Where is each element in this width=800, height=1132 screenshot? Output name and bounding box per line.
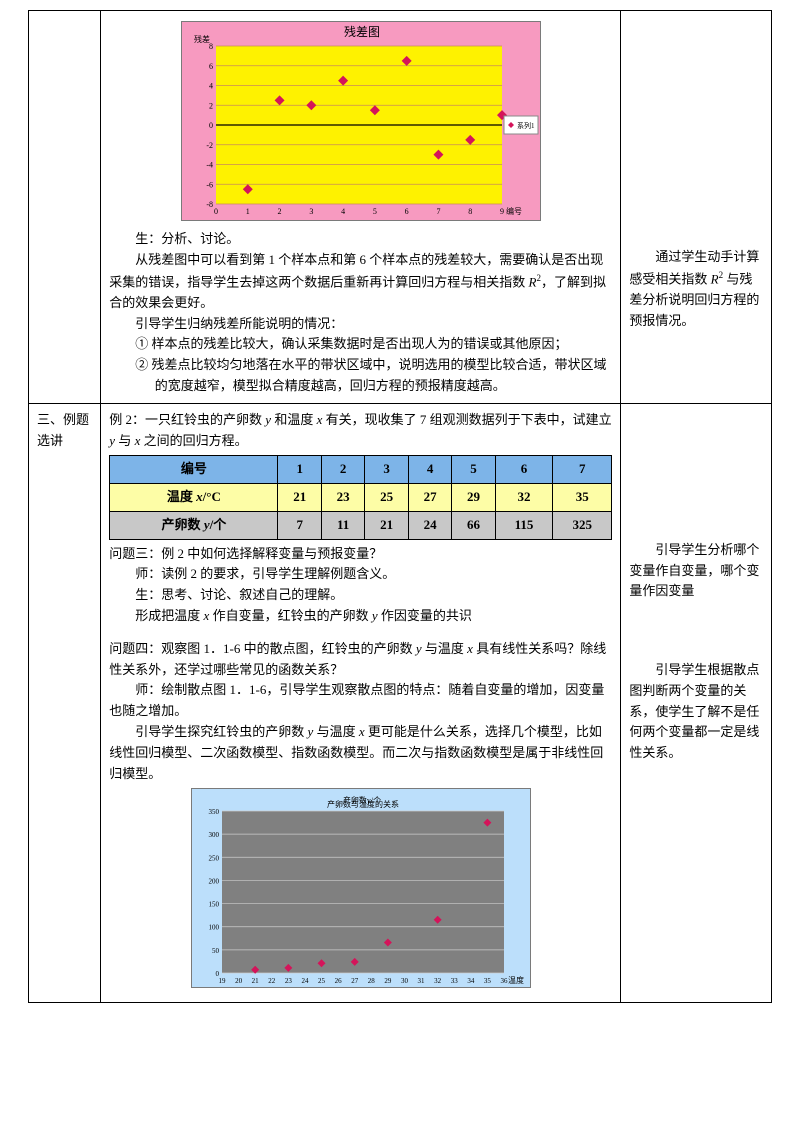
svg-text:7: 7 — [436, 207, 440, 216]
svg-text:-6: -6 — [206, 180, 213, 189]
svg-text:19: 19 — [218, 977, 226, 985]
svg-text:22: 22 — [268, 977, 276, 985]
svg-text:150: 150 — [208, 901, 219, 909]
svg-text:残差: 残差 — [194, 34, 210, 44]
svg-text:23: 23 — [285, 977, 293, 985]
svg-text:编号: 编号 — [506, 206, 522, 216]
svg-text:-2: -2 — [206, 141, 213, 150]
note-para: 引导学生根据散点图判断两个变量的关系，使学生了解不是任何两个变量都一定是线性关系… — [629, 660, 763, 764]
row2-note: 引导学生分析哪个变量作自变量，哪个变量作因变量 引导学生根据散点图判断两个变量的… — [621, 403, 772, 1003]
svg-text:24: 24 — [301, 977, 309, 985]
svg-text:300: 300 — [208, 832, 219, 840]
svg-text:250: 250 — [208, 855, 219, 863]
para: 例 2：一只红铃虫的产卵数 y 和温度 x 有关，现收集了 7 组观测数据列于下… — [109, 410, 612, 452]
para: 形成把温度 x 作自变量，红铃虫的产卵数 y 作因变量的共识 — [109, 606, 612, 627]
para: 引导学生探究红铃虫的产卵数 y 与温度 x 更可能是什么关系，选择几个模型，比如… — [109, 722, 612, 784]
svg-text:26: 26 — [334, 977, 342, 985]
row1-label — [29, 11, 101, 404]
svg-text:100: 100 — [208, 924, 219, 932]
list-item: ① 样本点的残差比较大，确认采集数据时是否出现人为的错误或其他原因； — [109, 334, 612, 355]
svg-text:2: 2 — [209, 101, 213, 110]
svg-text:31: 31 — [417, 977, 425, 985]
scatter-chart: 产卵数y/个产卵数与温度的关系0501001502002503003501920… — [191, 788, 531, 988]
svg-text:200: 200 — [208, 878, 219, 886]
note-para: 通过学生动手计算感受相关指数 R2 与残差分析说明回归方程的预报情况。 — [629, 247, 763, 332]
svg-text:6: 6 — [404, 207, 408, 216]
para: 生：思考、讨论、叙述自己的理解。 — [109, 585, 612, 606]
svg-text:29: 29 — [384, 977, 392, 985]
svg-text:3: 3 — [309, 207, 313, 216]
svg-text:0: 0 — [214, 207, 218, 216]
svg-text:产卵数与温度的关系: 产卵数与温度的关系 — [327, 799, 399, 809]
para: 生：分析、讨论。 — [109, 229, 612, 250]
svg-text:-4: -4 — [206, 161, 213, 170]
svg-text:20: 20 — [235, 977, 243, 985]
svg-text:5: 5 — [373, 207, 377, 216]
svg-text:残差图: 残差图 — [344, 25, 380, 39]
svg-text:28: 28 — [368, 977, 376, 985]
svg-text:32: 32 — [434, 977, 442, 985]
data-table: 编号1234567温度 x/°C21232527293235产卵数 y/个711… — [109, 455, 612, 539]
svg-text:-8: -8 — [206, 200, 213, 209]
para: 问题四：观察图 1．1-6 中的散点图，红铃虫的产卵数 y 与温度 x 具有线性… — [109, 639, 612, 681]
svg-text:9: 9 — [500, 207, 504, 216]
svg-text:8: 8 — [468, 207, 472, 216]
svg-text:25: 25 — [318, 977, 326, 985]
svg-text:系列1: 系列1 — [517, 121, 535, 130]
para: 问题三：例 2 中如何选择解释变量与预报变量？ — [109, 544, 612, 565]
para: 师：绘制散点图 1．1-6，引导学生观察散点图的特点：随着自变量的增加，因变量也… — [109, 680, 612, 722]
row1-content: 残差图-8-6-4-2024680123456789系列1残差编号 生：分析、讨… — [101, 11, 621, 404]
svg-text:36: 36 — [500, 977, 508, 985]
svg-text:4: 4 — [209, 82, 213, 91]
svg-text:温度: 温度 — [508, 975, 524, 985]
row1-note: 通过学生动手计算感受相关指数 R2 与残差分析说明回归方程的预报情况。 — [621, 11, 772, 404]
svg-text:2: 2 — [277, 207, 281, 216]
residual-chart: 残差图-8-6-4-2024680123456789系列1残差编号 — [181, 21, 541, 221]
svg-text:34: 34 — [467, 977, 475, 985]
svg-text:27: 27 — [351, 977, 359, 985]
svg-text:0: 0 — [209, 121, 213, 130]
svg-text:4: 4 — [341, 207, 345, 216]
svg-text:30: 30 — [401, 977, 409, 985]
para: 从残差图中可以看到第 1 个样本点和第 6 个样本点的残差较大，需要确认是否出现… — [109, 250, 612, 314]
svg-text:35: 35 — [484, 977, 492, 985]
para: 师：读例 2 的要求，引导学生理解例题含义。 — [109, 564, 612, 585]
row2-content: 例 2：一只红铃虫的产卵数 y 和温度 x 有关，现收集了 7 组观测数据列于下… — [101, 403, 621, 1003]
row2-label: 三、例题选讲 — [29, 403, 101, 1003]
svg-text:1: 1 — [246, 207, 250, 216]
list-item: ② 残差点比较均匀地落在水平的带状区域中，说明选用的模型比较合适，带状区域的宽度… — [109, 355, 612, 397]
svg-text:350: 350 — [208, 808, 219, 816]
svg-text:33: 33 — [451, 977, 459, 985]
note-para: 引导学生分析哪个变量作自变量，哪个变量作因变量 — [629, 540, 763, 602]
svg-text:21: 21 — [252, 977, 260, 985]
svg-text:50: 50 — [212, 947, 220, 955]
svg-text:6: 6 — [209, 62, 213, 71]
para: 引导学生归纳残差所能说明的情况： — [109, 314, 612, 335]
